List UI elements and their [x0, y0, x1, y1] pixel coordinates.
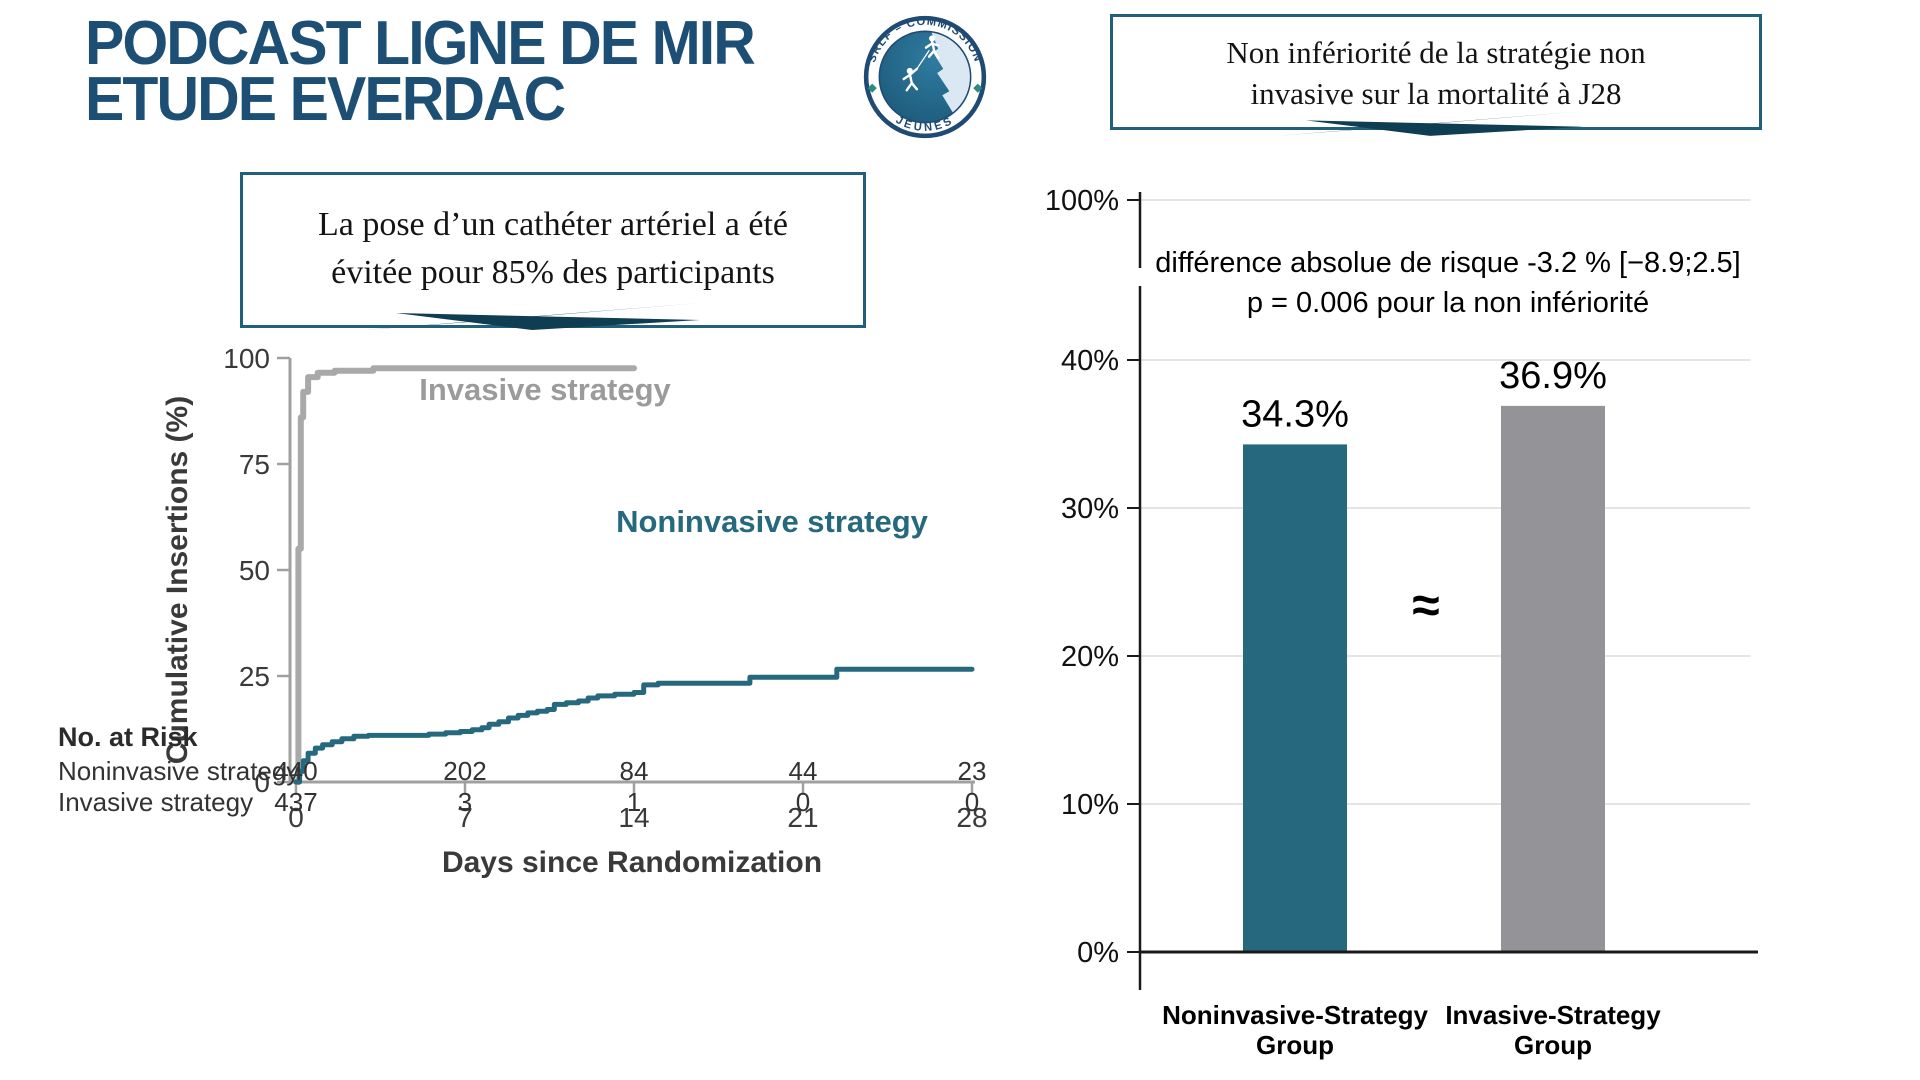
ytick-100pct: 100% [1045, 185, 1119, 217]
invasive-group-bar [1501, 405, 1605, 952]
x-ticks [294, 782, 974, 795]
noninvasive-group-label-line2: Group [1256, 1030, 1334, 1060]
y-tick-75: 75 [239, 449, 270, 480]
y-tick-0: 0 [254, 767, 270, 798]
callout-arterial-line1: La pose d’un cathéter artériel a été [317, 206, 789, 243]
p-value-annotation: p = 0.006 pour la non infériorité [1247, 287, 1649, 319]
noninvasive-group-bar [1243, 444, 1347, 952]
climbers-icon [902, 35, 940, 92]
risk-value: 202 [443, 756, 487, 786]
page-title-line2: ETUDE EVERDAC [85, 64, 566, 134]
risk-value: 1 [626, 787, 642, 817]
logo-mountain-scene [879, 31, 971, 123]
callout-non-inferiority: Non infériorité de la stratégie non inva… [1110, 14, 1762, 130]
noninvasive-strategy-line [293, 666, 975, 785]
x-tick-21: 21 [787, 802, 818, 833]
callout-arterial-line2: évitée pour 85% des participants [331, 253, 775, 291]
callout-noninf-line1: Non infériorité de la stratégie non [1226, 35, 1646, 70]
invasive-bar-value: 36.9% [1499, 355, 1607, 397]
srlf-commission-jeunes-logo: SRLF – COMMISSION JEUNES [863, 16, 987, 139]
x-tick-28: 28 [956, 802, 987, 833]
risk-value: 0 [795, 787, 811, 817]
ytick-10pct: 10% [1061, 789, 1119, 821]
ytick-40pct: 40% [1061, 345, 1119, 377]
mortality-bar-chart: 100% 40% 30% 20% 10% 0% différence absol… [1045, 185, 1758, 1060]
noninvasive-bar-value: 34.3% [1241, 393, 1349, 435]
x-tick-7: 7 [457, 802, 473, 833]
noninvasive-strategy-label: Noninvasive strategy [616, 504, 929, 539]
y-ticks [277, 356, 290, 784]
callout-arterial-catheter: La pose d’un cathéter artériel a été évi… [240, 172, 866, 328]
x-tick-labels: 0 7 14 21 28 [288, 802, 987, 833]
risk-value: 437 [274, 787, 318, 817]
y-tick-100: 100 [223, 343, 270, 374]
y-axis-label: Cumulative Insertions (%) [161, 396, 194, 764]
mountain-face [931, 31, 971, 123]
page-title: PODCAST LIGNE DE MIR ETUDE EVERDAC [85, 13, 756, 131]
ytick-20pct: 20% [1061, 641, 1119, 673]
ytick-0pct: 0% [1077, 937, 1119, 969]
y-tick-50: 50 [239, 555, 270, 586]
risk-row-noninvasive-label: Noninvasive strategy [58, 756, 300, 786]
risk-value: 3 [457, 787, 473, 817]
invasive-group-label-line1: Invasive-Strategy [1445, 1000, 1661, 1030]
invasive-group-label-line2: Group [1514, 1030, 1592, 1060]
invasive-strategy-label: Invasive strategy [419, 372, 671, 407]
axes-lines [288, 358, 975, 784]
risk-value: 44 [788, 756, 818, 786]
gridlines [1140, 199, 1750, 805]
risk-value: 440 [274, 756, 318, 786]
logo-inner-ring [878, 30, 972, 124]
risk-difference-annotation: différence absolue de risque -3.2 % [−8.… [1155, 247, 1741, 279]
risk-value: 0 [964, 787, 980, 817]
risk-value: 84 [619, 756, 649, 786]
page-title-line1: PODCAST LIGNE DE MIR [85, 9, 756, 78]
risk-value: 23 [957, 756, 987, 786]
invasive-strategy-line [293, 365, 637, 785]
risk-table-title: No. at Risk [58, 722, 198, 752]
x-axis-label: Days since Randomization [442, 846, 822, 879]
y-axis-ticks [1127, 199, 1140, 953]
callout-noninf-line2: invasive sur la mortalité à J28 [1250, 75, 1622, 111]
y-axis-tick-labels: 100% 40% 30% 20% 10% 0% [1045, 185, 1119, 969]
y-tick-25: 25 [239, 661, 270, 692]
cumulative-insertions-chart: Cumulative Insertions (%) 100 75 50 25 0 [161, 343, 988, 879]
approximately-equal-symbol: ≈ [1412, 577, 1439, 633]
noninvasive-group-label-line1: Noninvasive-Strategy [1162, 1000, 1428, 1030]
category-labels: Noninvasive-Strategy Group Invasive-Stra… [1162, 1000, 1661, 1060]
x-tick-14: 14 [618, 802, 649, 833]
x-tick-0: 0 [288, 802, 304, 833]
y-tick-labels: 100 75 50 25 0 [223, 343, 270, 798]
risk-row-invasive-label: Invasive strategy [58, 787, 254, 817]
ytick-30pct: 30% [1061, 493, 1119, 525]
